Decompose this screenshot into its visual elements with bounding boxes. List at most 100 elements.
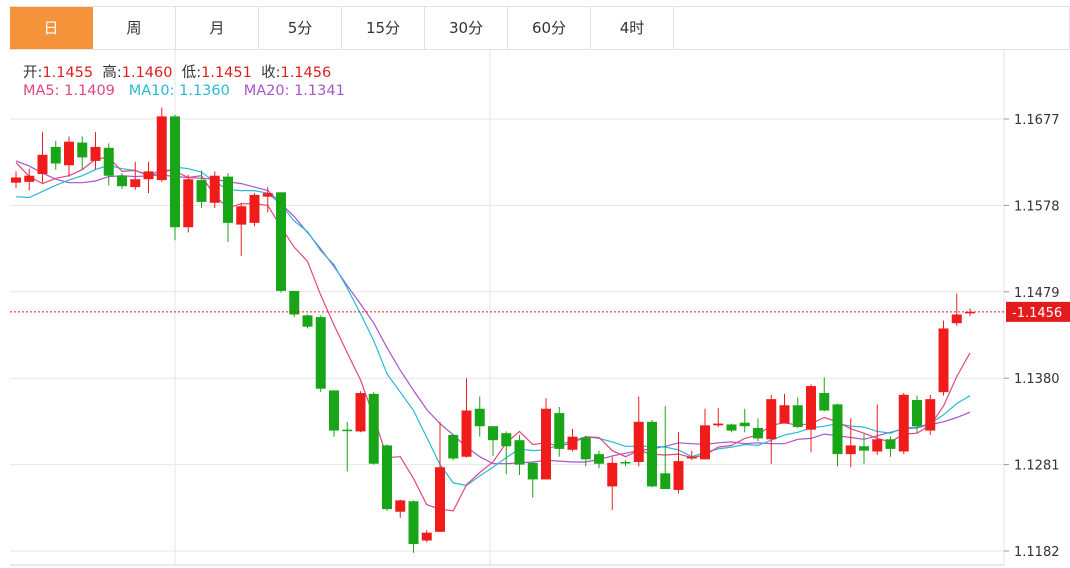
candle-body [474,408,485,427]
candle-body [898,394,909,452]
candle-body [660,473,671,490]
ma20-value: 1.1341 [294,83,345,99]
candle-body [925,399,936,431]
candle-body [236,206,247,225]
candle-body [435,467,445,532]
candle-body [329,390,339,431]
last-price-label: -1.1456 [1012,306,1062,321]
candle-body [315,317,326,389]
close-value: 1.1456 [280,65,332,81]
candle-body [24,175,35,182]
candle-body [912,400,922,427]
candle-body [567,436,578,450]
candle-body [832,404,843,455]
candle-body [607,462,618,487]
candle-body [766,399,777,440]
candle-body [845,445,856,455]
tab-4hour[interactable]: 4时 [591,7,674,49]
y-axis-tick-label: 1.1479 [1014,286,1060,301]
candle-body [461,410,472,457]
candle-body [872,439,883,452]
candle-body [117,175,127,187]
candle-body [50,146,61,164]
candle-body [408,501,419,545]
candle-body [726,424,737,431]
candle-body [130,179,141,188]
tab-30min[interactable]: 30分 [425,7,508,49]
candle-body [209,175,220,203]
candle-body [11,177,21,183]
candle-body [143,171,154,180]
y-axis-tick-label: 1.1182 [1014,545,1060,560]
candle-body [421,532,432,541]
candle-body [527,462,538,480]
candle-body [355,393,366,432]
candle-body [580,437,591,460]
candle-body [289,290,300,315]
candle-body [779,405,790,424]
candle-body [302,315,313,327]
candle-body [276,192,286,291]
candle-body [249,194,260,223]
candle-body [859,446,869,451]
candle-body [965,311,975,314]
ma5-label: MA5: [23,83,60,99]
ma10-value: 1.1360 [179,83,230,99]
open-value: 1.1455 [42,65,94,81]
candle-body [792,405,803,428]
candle-body [223,176,233,223]
candle-body [713,423,724,426]
candle-body [342,429,353,432]
candle-body [170,116,180,228]
tab-15min[interactable]: 15分 [342,7,425,49]
high-label: 高: [102,65,122,81]
tab-month[interactable]: 月 [176,7,259,49]
candle-body [819,393,830,411]
candle-body [183,179,194,228]
last-price-badge [1006,301,1070,322]
candle-body [951,314,962,324]
candle-body [64,141,74,166]
candle-body [103,147,114,176]
candle-body [541,408,551,480]
candle-body [739,422,750,427]
ma-header: MA5: 1.1409 MA10: 1.1360 MA20: 1.1341 [23,83,345,99]
tab-5min[interactable]: 5分 [259,7,342,49]
candle-body [368,393,379,464]
candlestick-chart[interactable]: 1.1677 1.1578 1.1479 1.1380 1.1281 1.1182 -1.1… [0,50,1070,568]
candle-body [938,328,949,393]
ma5-value: 1.1409 [64,83,115,99]
period-tabbar: 日 周 月 5分 15分 30分 60分 4时 [10,6,1070,50]
candle-body [620,461,631,464]
candle-body [686,456,697,459]
candle-body [753,427,763,439]
close-label: 收: [261,65,281,81]
candle-body [594,454,604,464]
high-value: 1.1460 [121,65,173,81]
y-axis-tick-label: 1.1281 [1014,459,1060,474]
candle-body [488,426,498,441]
ma5-line [15,156,971,512]
tab-week[interactable]: 周 [93,7,176,49]
y-axis-tick-label: 1.1380 [1014,372,1060,387]
candle-body [448,434,459,459]
candle-body [554,413,565,449]
candle-body [501,433,512,447]
candle-body [395,500,406,512]
low-label: 低: [181,65,202,81]
candle-body [885,439,896,449]
tab-60min[interactable]: 60分 [508,7,591,49]
candle-body [633,421,644,462]
ohlc-header: 开:1.1455 高:1.1460 低:1.1451 收:1.1456 [23,61,331,82]
ma20-label: MA20: [243,83,290,99]
low-value: 1.1451 [201,65,252,81]
candle-body [806,386,816,430]
candle-body [673,461,684,490]
candle-body [514,440,525,465]
candle-body [382,445,392,510]
candle-body [700,425,710,460]
candle-body [196,180,207,202]
candle-body [156,116,167,181]
tab-day[interactable]: 日 [10,7,93,49]
ma10-label: MA10: [128,83,175,99]
